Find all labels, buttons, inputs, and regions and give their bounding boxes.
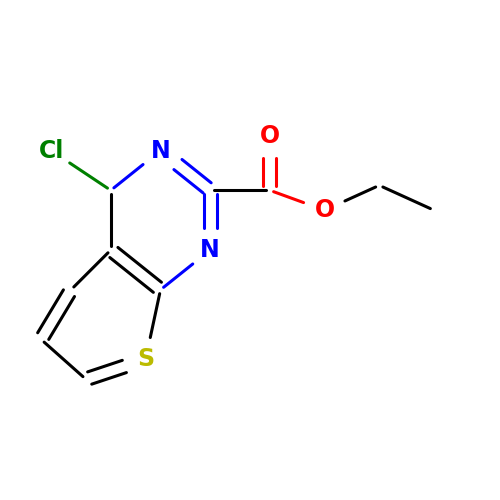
Text: O: O — [260, 124, 280, 148]
Text: Cl: Cl — [38, 138, 64, 162]
Text: N: N — [150, 138, 171, 162]
Text: O: O — [314, 198, 334, 222]
Text: S: S — [137, 348, 154, 372]
Text: N: N — [200, 238, 220, 262]
